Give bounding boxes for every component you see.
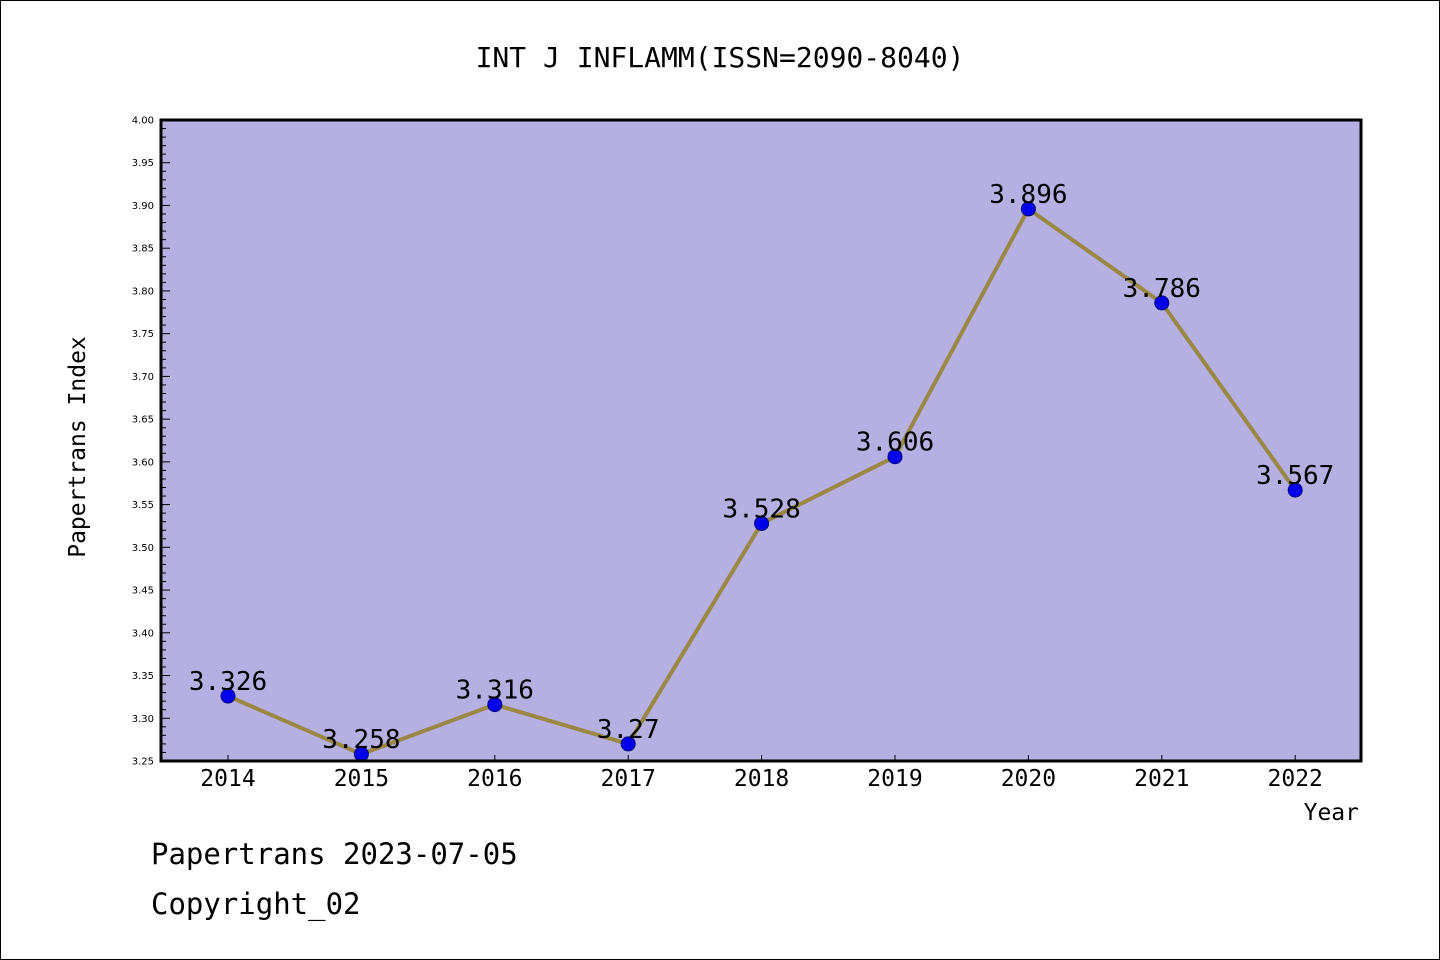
y-tick-label: 3.85 xyxy=(132,244,154,255)
y-tick-label: 3.50 xyxy=(132,543,154,554)
y-tick-label: 3.35 xyxy=(132,671,154,682)
x-tick-label: 2019 xyxy=(867,766,922,792)
data-label: 3.896 xyxy=(989,180,1067,210)
y-tick-label: 3.55 xyxy=(132,500,154,511)
footer-copyright: Copyright_02 xyxy=(151,887,361,921)
data-label: 3.326 xyxy=(189,667,267,697)
data-point xyxy=(620,736,636,752)
data-point xyxy=(220,688,236,704)
chart-title: INT J INFLAMM(ISSN=2090-8040) xyxy=(476,41,965,74)
y-tick-label: 3.40 xyxy=(132,628,154,639)
x-tick-label: 2017 xyxy=(601,766,656,792)
data-point xyxy=(754,515,770,531)
x-tick-label: 2018 xyxy=(734,766,789,792)
data-label: 3.27 xyxy=(597,715,660,745)
footer-date: Papertrans 2023-07-05 xyxy=(151,837,518,871)
y-tick-label: 3.75 xyxy=(132,329,154,340)
y-axis-label: Papertrans Index xyxy=(65,336,91,558)
x-tick-label: 2022 xyxy=(1268,766,1323,792)
y-tick-label: 3.95 xyxy=(132,158,154,169)
y-tick-label: 3.25 xyxy=(132,757,154,768)
data-point xyxy=(1020,201,1036,217)
data-point xyxy=(887,449,903,465)
x-tick-label: 2014 xyxy=(200,766,255,792)
data-label: 3.567 xyxy=(1256,461,1334,491)
y-tick-label: 3.60 xyxy=(132,457,154,468)
data-label: 3.786 xyxy=(1123,274,1201,304)
plot-border xyxy=(159,118,1363,763)
y-tick-label: 3.30 xyxy=(132,714,154,725)
x-tick-label: 2020 xyxy=(1001,766,1056,792)
y-tick-label: 3.65 xyxy=(132,415,154,426)
plot-area xyxy=(161,120,1361,761)
y-tick-label: 3.70 xyxy=(132,372,154,383)
data-point xyxy=(1154,295,1170,311)
data-point xyxy=(1287,482,1303,498)
y-tick-label: 3.80 xyxy=(132,286,154,297)
x-tick-label: 2015 xyxy=(334,766,389,792)
data-point xyxy=(487,697,503,713)
data-label: 3.258 xyxy=(322,725,400,755)
y-tick-label: 4.00 xyxy=(132,116,154,127)
data-label: 3.528 xyxy=(722,494,800,524)
data-label: 3.316 xyxy=(456,676,534,706)
y-tick-label: 3.45 xyxy=(132,586,154,597)
y-tick-label: 3.90 xyxy=(132,201,154,212)
x-tick-label: 2021 xyxy=(1134,766,1189,792)
data-label: 3.606 xyxy=(856,428,934,458)
x-axis-label: Year xyxy=(1304,800,1359,826)
x-tick-label: 2016 xyxy=(467,766,522,792)
